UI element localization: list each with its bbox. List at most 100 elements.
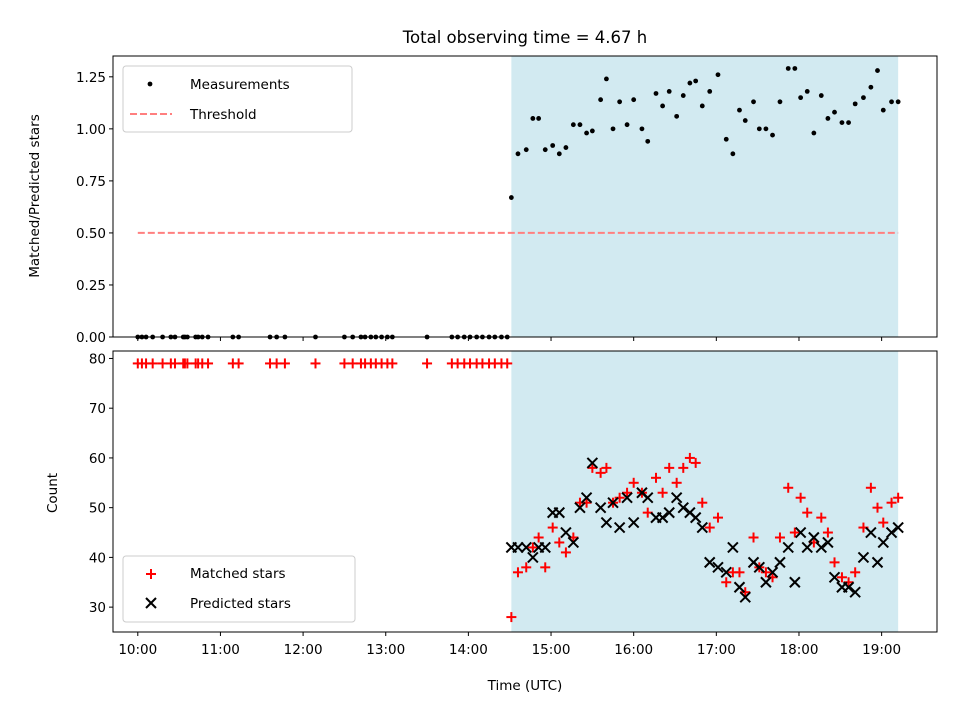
bottom-y-ticks: 30 40 50 60 70 80 xyxy=(89,351,113,616)
predicted-star-point xyxy=(670,492,683,504)
matched-star-point xyxy=(664,462,675,473)
predicted-star-point xyxy=(892,521,904,534)
matched-star-point xyxy=(721,577,732,588)
measurement-point xyxy=(508,195,514,200)
predicted-star-point xyxy=(580,492,593,504)
predicted-star-point xyxy=(512,541,524,554)
measurement-point xyxy=(763,126,769,132)
measurement-point xyxy=(818,93,824,98)
predicted-star-point xyxy=(567,536,580,549)
predicted-star-point xyxy=(727,541,739,554)
matched-star-point xyxy=(387,358,398,369)
x-tick-label: 15:00 xyxy=(532,642,571,658)
measurement-point xyxy=(604,76,609,82)
predicted-star-point xyxy=(560,526,572,539)
measurement-point xyxy=(536,116,542,121)
measurement-point xyxy=(639,126,645,132)
matched-star-point xyxy=(748,532,759,543)
bottom-y-tick-label: 40 xyxy=(89,550,106,566)
measurement-point xyxy=(610,126,616,132)
measurement-point xyxy=(839,120,845,126)
measurement-point xyxy=(653,91,659,96)
bottom-panel: 30 40 50 60 70 80 10:00 11:00 12:00 13:00 14:00 15… xyxy=(45,350,938,694)
predicted-star-point xyxy=(663,506,675,519)
measurement-point xyxy=(811,130,817,136)
matched-star-point xyxy=(843,577,854,588)
matched-star-point xyxy=(540,562,551,573)
predicted-star-point xyxy=(574,501,586,514)
matched-star-point xyxy=(697,497,708,508)
predicted-star-point xyxy=(753,561,766,574)
measurement-point xyxy=(895,99,901,105)
measurement-point xyxy=(832,109,837,115)
measurement-point xyxy=(617,99,623,105)
measurement-point xyxy=(875,68,880,73)
measurement-point xyxy=(674,113,680,119)
matched-star-point xyxy=(601,462,612,473)
matched-star-point xyxy=(527,542,538,553)
x-tick-label: 16:00 xyxy=(614,642,653,658)
matched-star-point xyxy=(533,532,544,543)
x-tick-label: 11:00 xyxy=(201,642,240,658)
measurement-point xyxy=(889,99,894,105)
matched-star-point xyxy=(650,472,661,483)
top-x-ticks xyxy=(137,337,883,341)
predicted-star-point xyxy=(696,521,708,534)
predicted-star-point xyxy=(849,586,861,598)
predicted-star-point xyxy=(553,506,566,519)
matched-star-point xyxy=(886,497,897,508)
predicted-star-point xyxy=(621,492,633,504)
measurement-point xyxy=(737,107,742,113)
measurement-point xyxy=(680,93,686,98)
predicted-star-point xyxy=(828,571,841,583)
top-y-tick-label: 1.25 xyxy=(76,70,106,86)
matched-star-point xyxy=(684,452,695,463)
matched-star-point xyxy=(422,358,433,369)
predicted-star-point xyxy=(600,516,613,529)
matched-star-point xyxy=(622,487,633,498)
predicted-star-point xyxy=(871,556,884,569)
predicted-star-point xyxy=(642,492,654,504)
predicted-star-point xyxy=(822,536,834,549)
x-tick-label: 10:00 xyxy=(118,642,157,658)
chart-title: Total observing time = 4.67 h xyxy=(402,28,647,47)
measurement-point xyxy=(699,103,705,109)
predicted-star-point xyxy=(865,526,877,539)
matched-star-point xyxy=(740,587,751,598)
predicted-star-point xyxy=(789,576,801,588)
legend-measurements-label: Measurements xyxy=(190,77,290,93)
matched-star-point xyxy=(502,358,513,369)
measurement-point xyxy=(723,136,729,142)
predicted-star-point xyxy=(885,526,898,539)
matched-star-point xyxy=(816,512,827,523)
measurement-point xyxy=(756,126,762,132)
matched-star-point xyxy=(678,462,689,473)
measurement-point xyxy=(880,107,886,113)
predicted-star-point xyxy=(766,566,779,579)
predicted-star-point xyxy=(539,541,551,554)
predicted-star-point xyxy=(842,581,855,593)
matched-star-point xyxy=(547,522,558,533)
top-y-tick-label: 0.75 xyxy=(76,174,106,190)
predicted-star-point xyxy=(689,511,702,524)
measurement-point xyxy=(792,66,798,71)
matched-star-point xyxy=(233,358,244,369)
matched-star-point xyxy=(795,492,806,503)
top-legend: Measurements Threshold xyxy=(122,65,353,133)
matched-star-point xyxy=(595,467,606,478)
predicted-star-point xyxy=(613,521,626,534)
matched-star-point xyxy=(512,567,523,578)
predicted-star-point xyxy=(760,576,772,588)
measurement-point xyxy=(666,88,672,94)
measurement-point xyxy=(785,66,791,71)
matched-star-point xyxy=(690,457,701,468)
measurement-point xyxy=(660,103,666,109)
measurement-point xyxy=(687,80,693,86)
predicted-star-point xyxy=(607,496,619,509)
predicted-star-point xyxy=(527,551,539,564)
measurement-point xyxy=(577,122,583,128)
top-shaded-span xyxy=(511,56,899,337)
measurement-point xyxy=(570,122,576,128)
measurement-point xyxy=(770,132,775,138)
